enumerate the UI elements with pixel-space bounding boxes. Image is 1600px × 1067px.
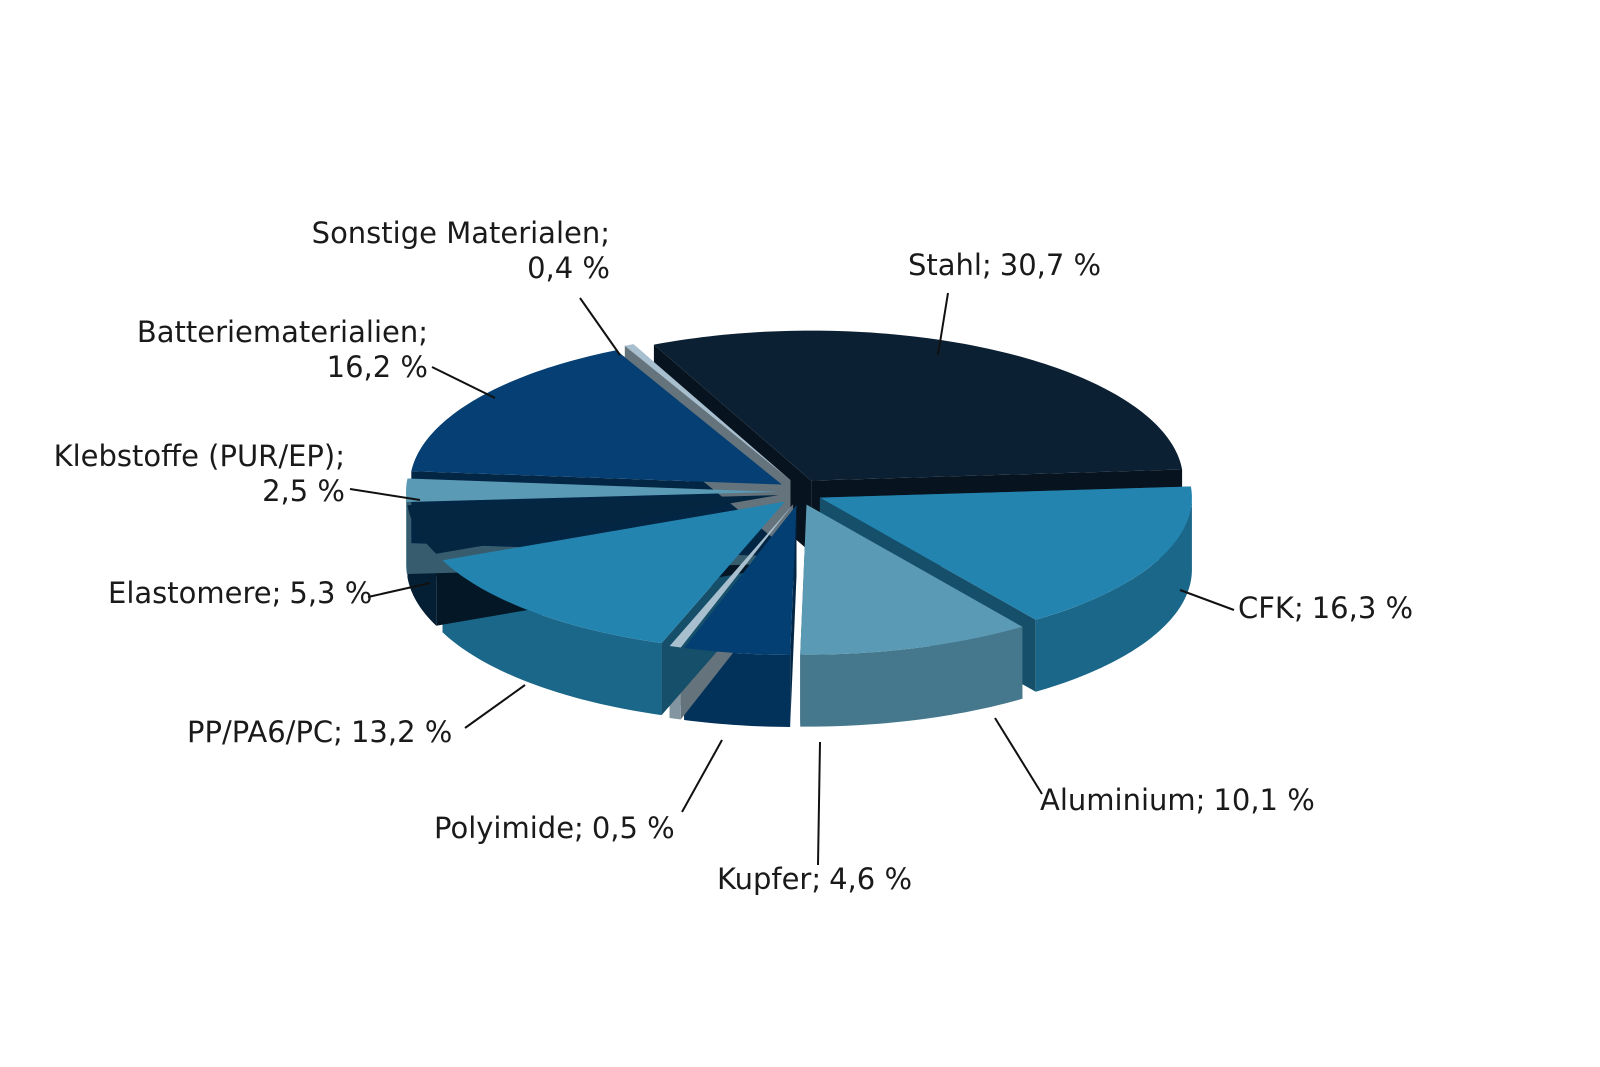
- slice-value-label: 16,2 %: [327, 350, 428, 384]
- slice: [684, 505, 797, 656]
- slice-tops: [406, 330, 1192, 656]
- leader-line: [681, 739, 723, 813]
- slice-category: Kupfer;: [717, 862, 821, 896]
- slice-value-label: 2,5 %: [262, 474, 345, 508]
- slice-side: [1035, 497, 1192, 692]
- slice-label: Aluminium; 10,1 %: [1040, 783, 1315, 817]
- leader-line: [1179, 589, 1235, 611]
- slice-value-label: 30,7 %: [1000, 248, 1101, 282]
- slice: [624, 344, 791, 481]
- leader-line: [367, 582, 431, 598]
- slice-value-label: 5,3 %: [289, 576, 372, 610]
- slice: [407, 495, 779, 554]
- slice-category: Aluminium;: [1040, 783, 1205, 817]
- slice: [411, 350, 782, 485]
- slice-value-label: 10,1 %: [1213, 783, 1314, 817]
- slice-label: Kupfer; 4,6 %: [717, 862, 912, 896]
- slice-label: Polyimide; 0,5 %: [434, 811, 675, 845]
- slice-label: Stahl; 30,7 %: [908, 248, 1101, 282]
- slice-category: Elastomere;: [108, 576, 281, 610]
- leader-line: [431, 366, 496, 399]
- slice-value-label: 16,3 %: [1312, 591, 1413, 625]
- slice-label: Batteriematerialien;: [137, 315, 428, 349]
- slice-value-label: 0,4 %: [527, 251, 610, 285]
- leader-line: [579, 297, 621, 356]
- leader-line: [937, 292, 949, 356]
- slice-value-label: 0,5 %: [592, 811, 675, 845]
- slice-side: [800, 626, 1023, 727]
- slice-value-label: 4,6 %: [829, 862, 912, 896]
- slice: [800, 504, 1023, 655]
- slice-label: Sonstige Materialen;: [312, 216, 610, 250]
- slice-category: Polyimide;: [434, 811, 584, 845]
- slice-label: CFK; 16,3 %: [1238, 591, 1413, 625]
- leader-line: [464, 684, 526, 729]
- leader-line: [994, 717, 1043, 795]
- slice-category: PP/PA6/PC;: [187, 715, 343, 749]
- slice-label: Elastomere; 5,3 %: [108, 576, 372, 610]
- slice-category: CFK;: [1238, 591, 1304, 625]
- slice-category: Stahl;: [908, 248, 992, 282]
- slice: [669, 504, 794, 648]
- slice-value-label: 13,2 %: [351, 715, 452, 749]
- slice-label: PP/PA6/PC; 13,2 %: [187, 715, 452, 749]
- leader-line: [349, 488, 421, 501]
- slice: [406, 478, 779, 503]
- slice: [653, 330, 1183, 481]
- slice-label: Klebstoffe (PUR/EP);: [54, 439, 345, 473]
- slice-side: [406, 491, 407, 575]
- leader-line: [817, 741, 821, 866]
- slice: [442, 501, 785, 644]
- slice: [819, 486, 1192, 620]
